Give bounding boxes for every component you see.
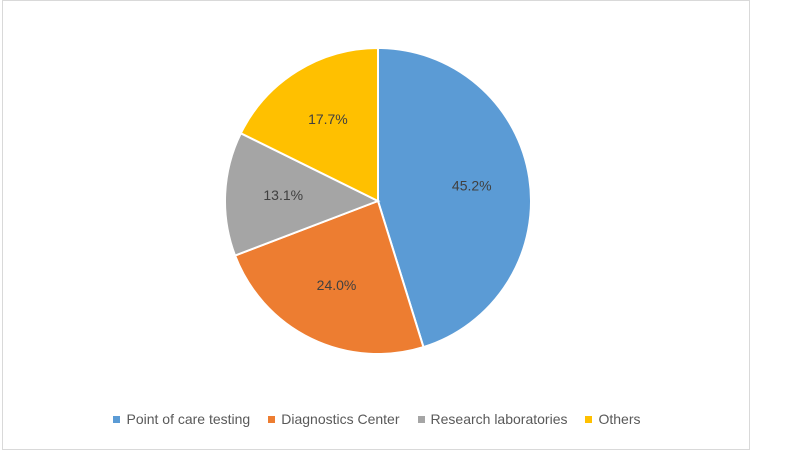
legend-item-diagnostics-center: Diagnostics Center	[268, 411, 400, 427]
legend-swatch	[113, 415, 121, 423]
pie-slice-point-of-care-testing	[377, 46, 532, 349]
legend-item-others: Others	[585, 411, 641, 427]
legend-item-point-of-care-testing: Point of care testing	[113, 411, 250, 427]
pie-slice-others	[239, 46, 379, 203]
chart-frame: 45.2% 24.0% 13.1% 17.7% Point of care testi…	[2, 0, 750, 450]
data-label-research-laboratories: 13.1%	[263, 187, 303, 203]
data-label-diagnostics-center: 24.0%	[317, 277, 357, 293]
legend-label: Others	[598, 411, 641, 427]
legend-swatch	[268, 415, 276, 423]
pie-slice-diagnostics-center	[233, 199, 425, 355]
data-label-point-of-care-testing: 45.2%	[452, 177, 492, 193]
legend: Point of care testing Diagnostics Center R…	[3, 411, 751, 427]
legend-label: Research laboratories	[430, 411, 568, 427]
data-label-others: 17.7%	[308, 111, 348, 127]
legend-label: Point of care testing	[126, 411, 251, 427]
legend-item-research-laboratories: Research laboratories	[417, 411, 568, 427]
pie-chart: 45.2% 24.0% 13.1% 17.7%	[224, 46, 532, 355]
pie-slice-research-laboratories	[224, 131, 381, 257]
legend-label: Diagnostics Center	[281, 411, 400, 427]
legend-swatch	[585, 415, 593, 423]
legend-swatch	[417, 415, 425, 423]
